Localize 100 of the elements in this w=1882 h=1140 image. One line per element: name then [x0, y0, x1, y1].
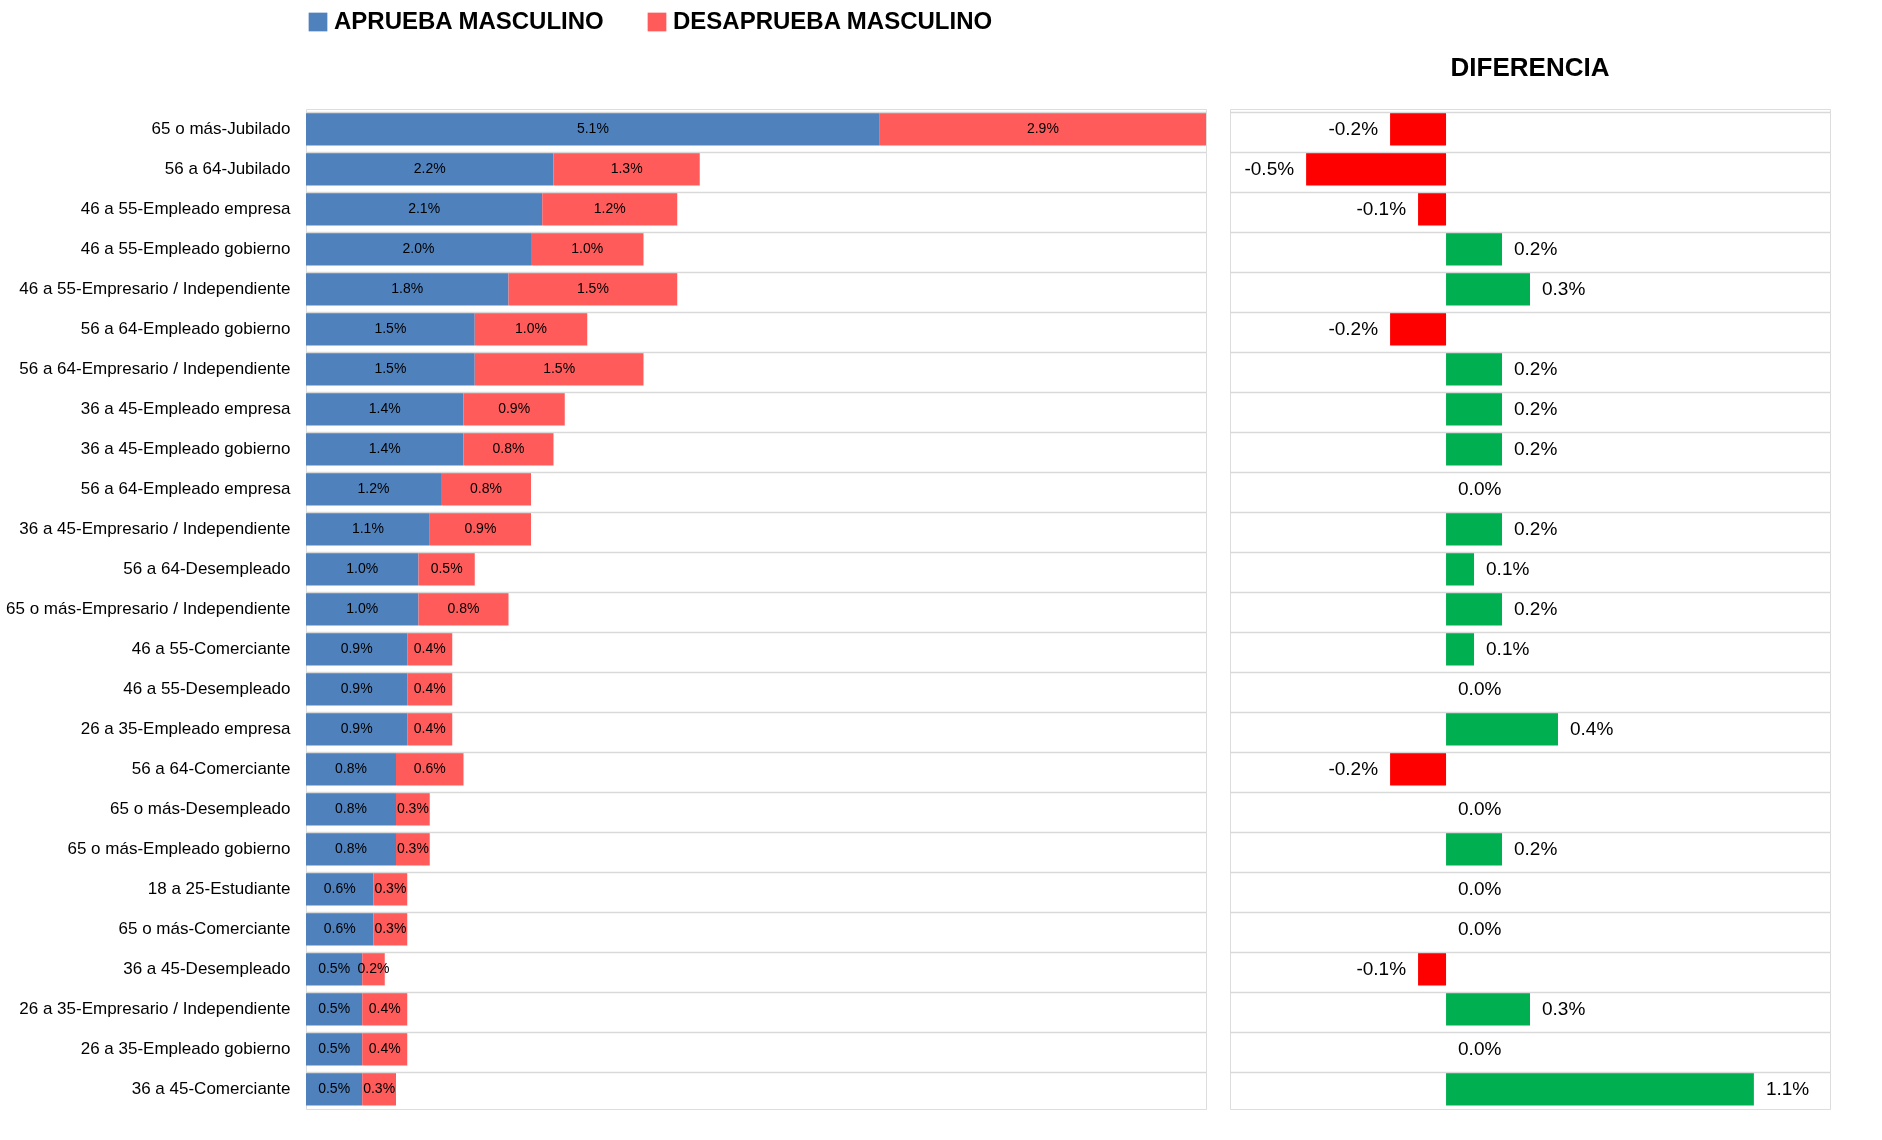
data-label: 0.9% [340, 720, 373, 736]
y-tick-label: 36 a 45-Empresario / Independiente [19, 519, 291, 538]
data-label: 0.0% [1458, 678, 1502, 699]
bar [429, 512, 531, 546]
data-label: 0.8% [447, 600, 480, 616]
data-label: 0.8% [335, 840, 367, 856]
data-label: 2.0% [402, 240, 435, 256]
data-label: 0.0% [1458, 798, 1502, 819]
bar [1418, 192, 1447, 226]
bar [1306, 152, 1447, 186]
y-tick-label: 56 a 64-Desempleado [123, 559, 291, 578]
bar [1446, 592, 1503, 626]
data-label: 0.1% [1486, 638, 1530, 659]
y-tick-label: 36 a 45-Empleado gobierno [80, 439, 291, 458]
bar [306, 592, 419, 626]
bar [306, 192, 543, 226]
bar [306, 712, 408, 746]
y-tick-label: 36 a 45-Desempleado [123, 959, 291, 978]
data-label: 1.2% [357, 480, 390, 496]
bar [1390, 312, 1447, 346]
data-label: 0.1% [1486, 558, 1530, 579]
data-label: 0.2% [1514, 238, 1558, 259]
y-tick-label: 56 a 64-Comerciante [131, 759, 291, 778]
data-label: -0.5% [1244, 158, 1295, 179]
y-tick-label: 46 a 55-Empleado gobierno [80, 239, 291, 258]
data-label: 0.2% [1514, 838, 1558, 859]
data-label: 2.2% [413, 160, 446, 176]
data-label: 0.8% [335, 800, 367, 816]
bar [396, 752, 464, 786]
bar [553, 152, 700, 186]
y-tick-label: 46 a 55-Desempleado [123, 679, 291, 698]
chart-title: DIFERENCIA [1450, 52, 1610, 82]
y-tick-label: 65 o más-Empleado gobierno [67, 839, 291, 858]
bar [1446, 432, 1503, 466]
y-tick-label: 65 o más-Jubilado [151, 119, 291, 138]
data-label: -0.2% [1328, 118, 1379, 139]
data-label: 0.3% [363, 1080, 396, 1096]
data-label: -0.2% [1328, 318, 1379, 339]
bar [474, 352, 644, 386]
bar [1446, 512, 1503, 546]
data-label: 1.0% [346, 560, 379, 576]
data-label: 0.4% [413, 640, 446, 656]
bar [306, 432, 464, 466]
bar [441, 472, 531, 506]
bar [1446, 232, 1503, 266]
data-label: 1.0% [346, 600, 379, 616]
bar [463, 432, 554, 466]
bar [1446, 712, 1558, 746]
y-tick-label: 18 a 25-Estudiante [147, 879, 291, 898]
bar [1390, 752, 1447, 786]
data-label: 0.5% [318, 1080, 351, 1096]
data-label: 1.1% [351, 520, 384, 536]
bar [474, 312, 588, 346]
bar [306, 152, 554, 186]
y-tick-label: 46 a 55-Comerciante [131, 639, 291, 658]
bar [306, 792, 396, 826]
y-tick-label: 56 a 64-Jubilado [164, 159, 291, 178]
data-label: 0.8% [492, 440, 525, 456]
bar [542, 192, 678, 226]
bar [1446, 552, 1475, 586]
data-label: -0.1% [1356, 198, 1407, 219]
bar [306, 312, 475, 346]
data-label: 0.8% [335, 760, 367, 776]
bar [1446, 1072, 1754, 1106]
data-label: 0.6% [323, 920, 356, 936]
bar [306, 632, 408, 666]
data-label: 0.6% [323, 880, 356, 896]
data-label: 0.8% [470, 480, 502, 496]
y-tick-label: 65 o más-Desempleado [110, 799, 291, 818]
data-label: 0.0% [1458, 1038, 1502, 1059]
bar [1446, 392, 1503, 426]
bar [306, 872, 374, 906]
bar [1446, 832, 1503, 866]
y-tick-label: 46 a 55-Empresario / Independiente [19, 279, 291, 298]
bar [508, 272, 678, 306]
bar [1390, 112, 1447, 146]
bar [1446, 632, 1475, 666]
data-label: 1.8% [391, 280, 424, 296]
data-label: 0.5% [318, 1000, 351, 1016]
data-label: 0.6% [413, 760, 446, 776]
data-label: 0.9% [498, 400, 531, 416]
data-label: 1.1% [1765, 1078, 1810, 1099]
y-tick-label: 56 a 64-Empresario / Independiente [19, 359, 291, 378]
bar [306, 512, 430, 546]
bar [306, 352, 475, 386]
bar [879, 112, 1206, 146]
data-label: 0.5% [318, 960, 351, 976]
data-label: -0.2% [1328, 758, 1379, 779]
data-label: 0.2% [1514, 518, 1558, 539]
data-label: 1.2% [593, 200, 626, 216]
y-tick-label: 46 a 55-Empleado empresa [80, 199, 292, 218]
data-label: 0.3% [396, 800, 429, 816]
bar [1446, 992, 1530, 1026]
bar [306, 112, 880, 146]
bar [1446, 352, 1503, 386]
bar [306, 472, 441, 506]
bar [306, 912, 374, 946]
data-label: 1.5% [576, 280, 609, 296]
data-label: 0.9% [464, 520, 497, 536]
bar [306, 752, 396, 786]
